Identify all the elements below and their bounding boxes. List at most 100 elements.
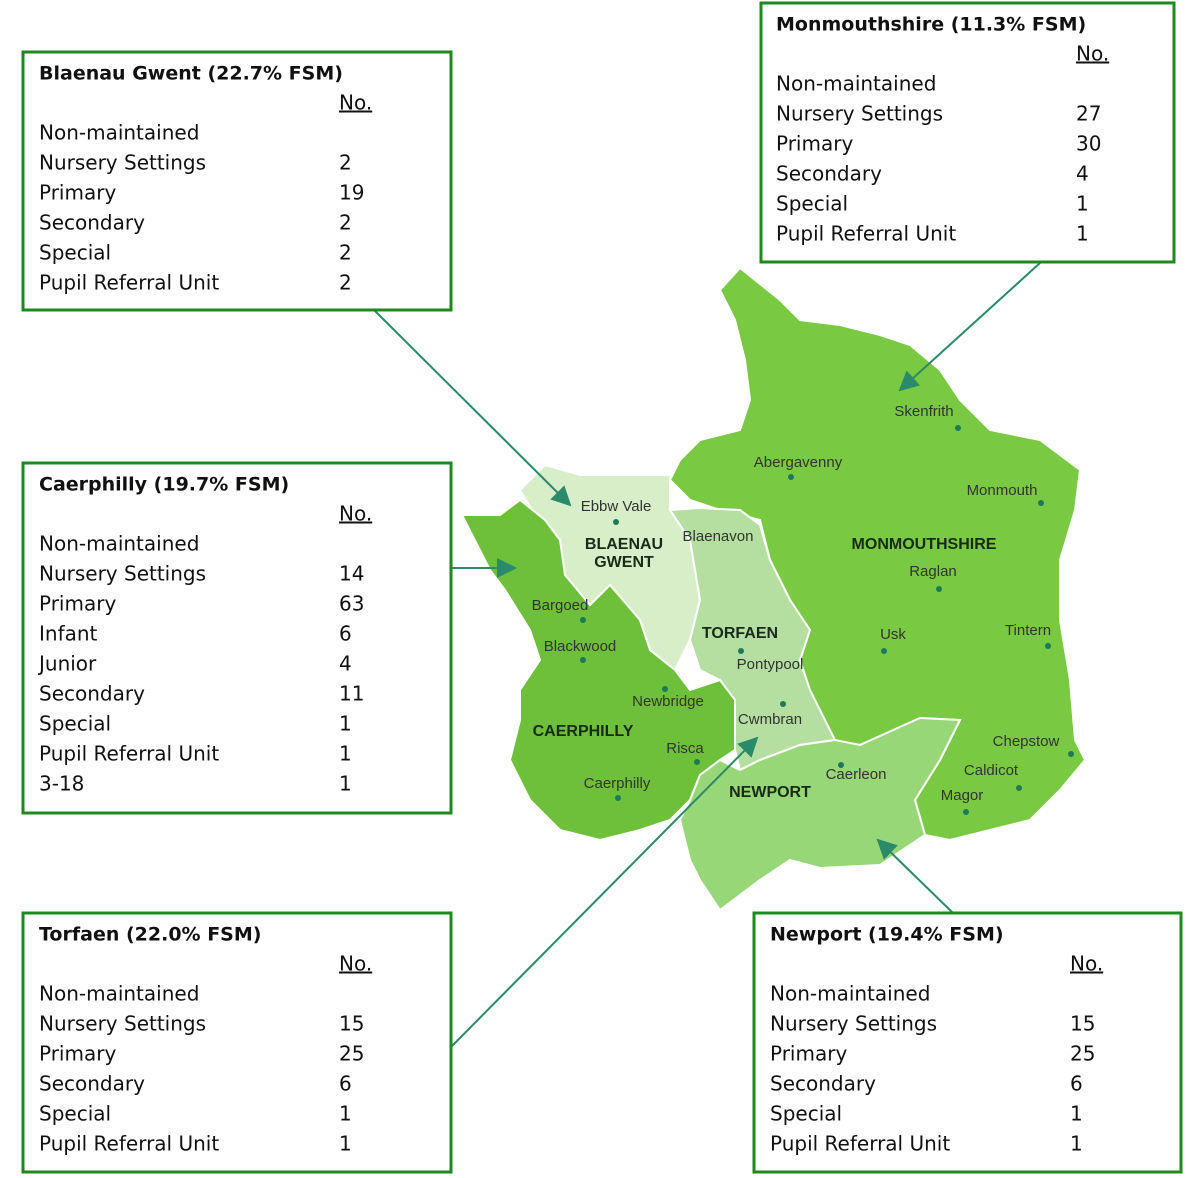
box-title: Monmouthshire (11.3% FSM) <box>776 14 1086 36</box>
town-label: Raglan <box>909 563 957 580</box>
column-header: No. <box>339 91 372 115</box>
row-label: Non-maintained <box>39 982 199 1006</box>
row-value: 4 <box>1076 162 1089 186</box>
row-label: Primary <box>39 181 116 205</box>
box-frame <box>759 1 1176 264</box>
town-label: Tintern <box>1005 622 1051 639</box>
row-label: Non-maintained <box>776 72 936 96</box>
box-title: Newport (19.4% FSM) <box>770 924 1004 946</box>
town-label: Risca <box>666 740 704 757</box>
row-label: Special <box>39 1102 111 1126</box>
row-label: Special <box>770 1102 842 1126</box>
town-label: Ebbw Vale <box>581 498 652 515</box>
town-dot <box>738 648 744 654</box>
box-title: Torfaen (22.0% FSM) <box>39 924 261 946</box>
row-label: 3-18 <box>39 772 84 796</box>
row-value: 6 <box>339 622 352 646</box>
row-label: Pupil Referral Unit <box>770 1132 950 1156</box>
row-value: 30 <box>1076 132 1101 156</box>
row-value: 14 <box>339 562 364 586</box>
row-value: 11 <box>339 682 364 706</box>
region-label: TORFAEN <box>702 625 778 642</box>
town-dot <box>1038 500 1044 506</box>
town-label: Skenfrith <box>894 403 953 420</box>
town-dot <box>963 809 969 815</box>
row-value: 27 <box>1076 102 1101 126</box>
town-dot <box>580 617 586 623</box>
town-label: Caerleon <box>826 766 887 783</box>
row-value: 1 <box>339 712 352 736</box>
row-label: Primary <box>39 1042 116 1066</box>
row-value: 6 <box>339 1072 352 1096</box>
info-box: Monmouthshire (11.3% FSM) No. Non-maintain… <box>759 1 1176 264</box>
box-frame <box>752 911 1183 1174</box>
town-label: Magor <box>941 787 984 804</box>
row-value: 2 <box>339 211 352 235</box>
town-dot <box>615 795 621 801</box>
row-label: Nursery Settings <box>39 151 206 175</box>
box-title: Caerphilly (19.7% FSM) <box>39 474 289 496</box>
box-frame <box>21 461 453 815</box>
row-value: 1 <box>1070 1102 1083 1126</box>
column-header: No. <box>339 502 372 526</box>
row-value: 1 <box>339 1132 352 1156</box>
box-frame <box>21 50 453 312</box>
row-value: 1 <box>1076 192 1089 216</box>
row-label: Pupil Referral Unit <box>776 222 956 246</box>
town-dot <box>662 686 668 692</box>
row-value: 1 <box>1070 1132 1083 1156</box>
row-label: Pupil Referral Unit <box>39 1132 219 1156</box>
row-label: Special <box>776 192 848 216</box>
town-label: Usk <box>880 626 906 643</box>
row-label: Nursery Settings <box>776 102 943 126</box>
row-value: 25 <box>339 1042 364 1066</box>
row-label: Secondary <box>770 1072 876 1096</box>
box-frame <box>21 911 453 1174</box>
town-dot <box>788 474 794 480</box>
arrow <box>876 838 954 914</box>
row-value: 63 <box>339 592 364 616</box>
town-label: Caerphilly <box>584 775 651 792</box>
town-label: Blaenavon <box>683 528 754 545</box>
town-dot <box>1068 751 1074 757</box>
town-dot <box>955 425 961 431</box>
box-title: Blaenau Gwent (22.7% FSM) <box>39 63 343 85</box>
town-label: Chepstow <box>993 733 1060 750</box>
town-label: Caldicot <box>964 762 1019 779</box>
row-label: Infant <box>39 622 98 646</box>
arrow <box>373 309 572 507</box>
arrow <box>450 736 759 1048</box>
row-label: Nursery Settings <box>39 562 206 586</box>
arrows <box>373 262 1041 1048</box>
row-value: 2 <box>339 241 352 265</box>
row-label: Junior <box>37 652 97 676</box>
row-value: 15 <box>1070 1012 1095 1036</box>
row-label: Special <box>39 241 111 265</box>
town-label: Bargoed <box>532 597 589 614</box>
town-dot <box>580 657 586 663</box>
row-label: Nursery Settings <box>770 1012 937 1036</box>
town-dot <box>936 586 942 592</box>
row-value: 4 <box>339 652 352 676</box>
row-value: 25 <box>1070 1042 1095 1066</box>
column-header: No. <box>1070 952 1103 976</box>
row-value: 1 <box>339 742 352 766</box>
row-label: Primary <box>39 592 116 616</box>
town-dot <box>881 648 887 654</box>
map <box>460 266 1087 912</box>
row-label: Non-maintained <box>770 982 930 1006</box>
row-value: 2 <box>339 151 352 175</box>
row-value: 6 <box>1070 1072 1083 1096</box>
row-label: Nursery Settings <box>39 1012 206 1036</box>
info-box: Newport (19.4% FSM) No. Non-maintained Nurs… <box>752 911 1183 1174</box>
newport-area <box>678 716 962 912</box>
row-value: 19 <box>339 181 364 205</box>
row-value: 1 <box>339 1102 352 1126</box>
town-label: Pontypool <box>737 656 804 673</box>
region-label: BLAENAU <box>585 536 663 553</box>
town-label: Cwmbran <box>738 711 802 728</box>
region-label: CAERPHILLY <box>533 723 634 740</box>
row-label: Secondary <box>776 162 882 186</box>
